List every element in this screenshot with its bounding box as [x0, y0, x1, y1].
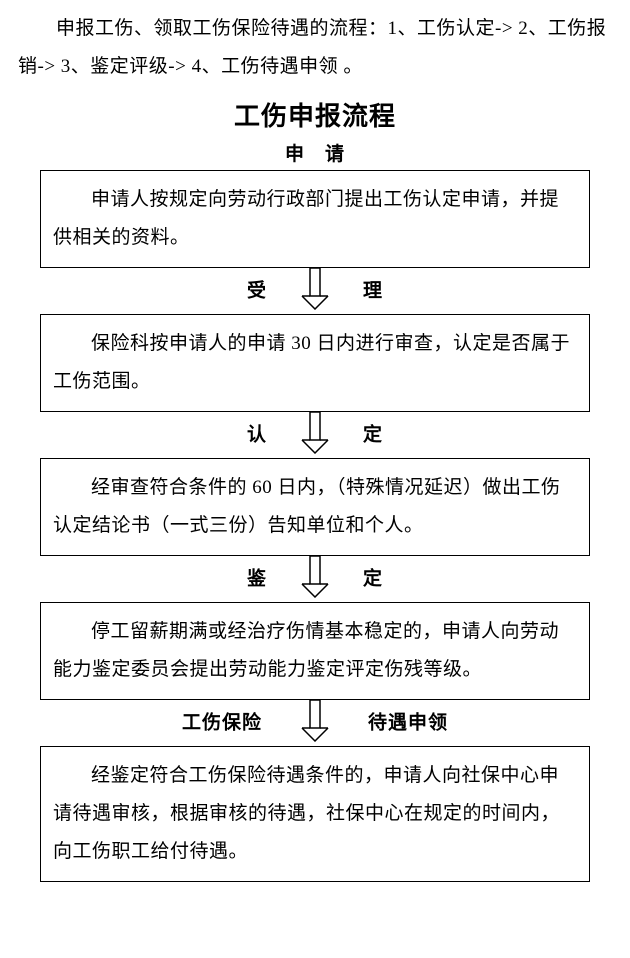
step-box-1: 保险科按申请人的申请 30 日内进行审查，认定是否属于工伤范围。	[40, 314, 590, 412]
intro-paragraph: 申报工伤、领取工伤保险待遇的流程：1、工伤认定-> 2、工伤报销-> 3、鉴定评…	[18, 10, 612, 86]
step-label-right: 定	[363, 564, 383, 591]
step-label-3: 鉴 定	[18, 556, 612, 598]
arrow-down-icon	[300, 412, 330, 454]
step-label-left: 受	[247, 276, 267, 303]
page-title: 工伤申报流程	[18, 96, 612, 133]
step-box-4: 经鉴定符合工伤保险待遇条件的，申请人向社保中心申请待遇审核，根据审核的待遇，社保…	[40, 746, 590, 882]
step-box-2: 经审查符合条件的 60 日内，（特殊情况延迟）做出工伤认定结论书（一式三份）告知…	[40, 458, 590, 556]
step-label-left: 工伤保险	[182, 708, 262, 735]
step-label-0: 申 请	[18, 139, 612, 166]
arrow-down-icon	[300, 556, 330, 598]
flowchart: 申 请 申请人按规定向劳动行政部门提出工伤认定申请，并提供相关的资料。 受 理 …	[18, 139, 612, 882]
step-label-right: 定	[363, 420, 383, 447]
step-label-1: 受 理	[18, 268, 612, 310]
step-box-3: 停工留薪期满或经治疗伤情基本稳定的，申请人向劳动能力鉴定委员会提出劳动能力鉴定评…	[40, 602, 590, 700]
arrow-down-icon	[300, 268, 330, 310]
step-label-left: 鉴	[247, 564, 267, 591]
step-label-left: 认	[247, 420, 267, 447]
step-label-2: 认 定	[18, 412, 612, 454]
step-label-text: 申 请	[285, 144, 345, 165]
step-label-4: 工伤保险 待遇申领	[18, 700, 612, 742]
step-label-right: 理	[363, 276, 383, 303]
step-box-0: 申请人按规定向劳动行政部门提出工伤认定申请，并提供相关的资料。	[40, 170, 590, 268]
page: 申报工伤、领取工伤保险待遇的流程：1、工伤认定-> 2、工伤报销-> 3、鉴定评…	[0, 0, 630, 882]
arrow-down-icon	[300, 700, 330, 742]
step-label-right: 待遇申领	[368, 708, 448, 735]
